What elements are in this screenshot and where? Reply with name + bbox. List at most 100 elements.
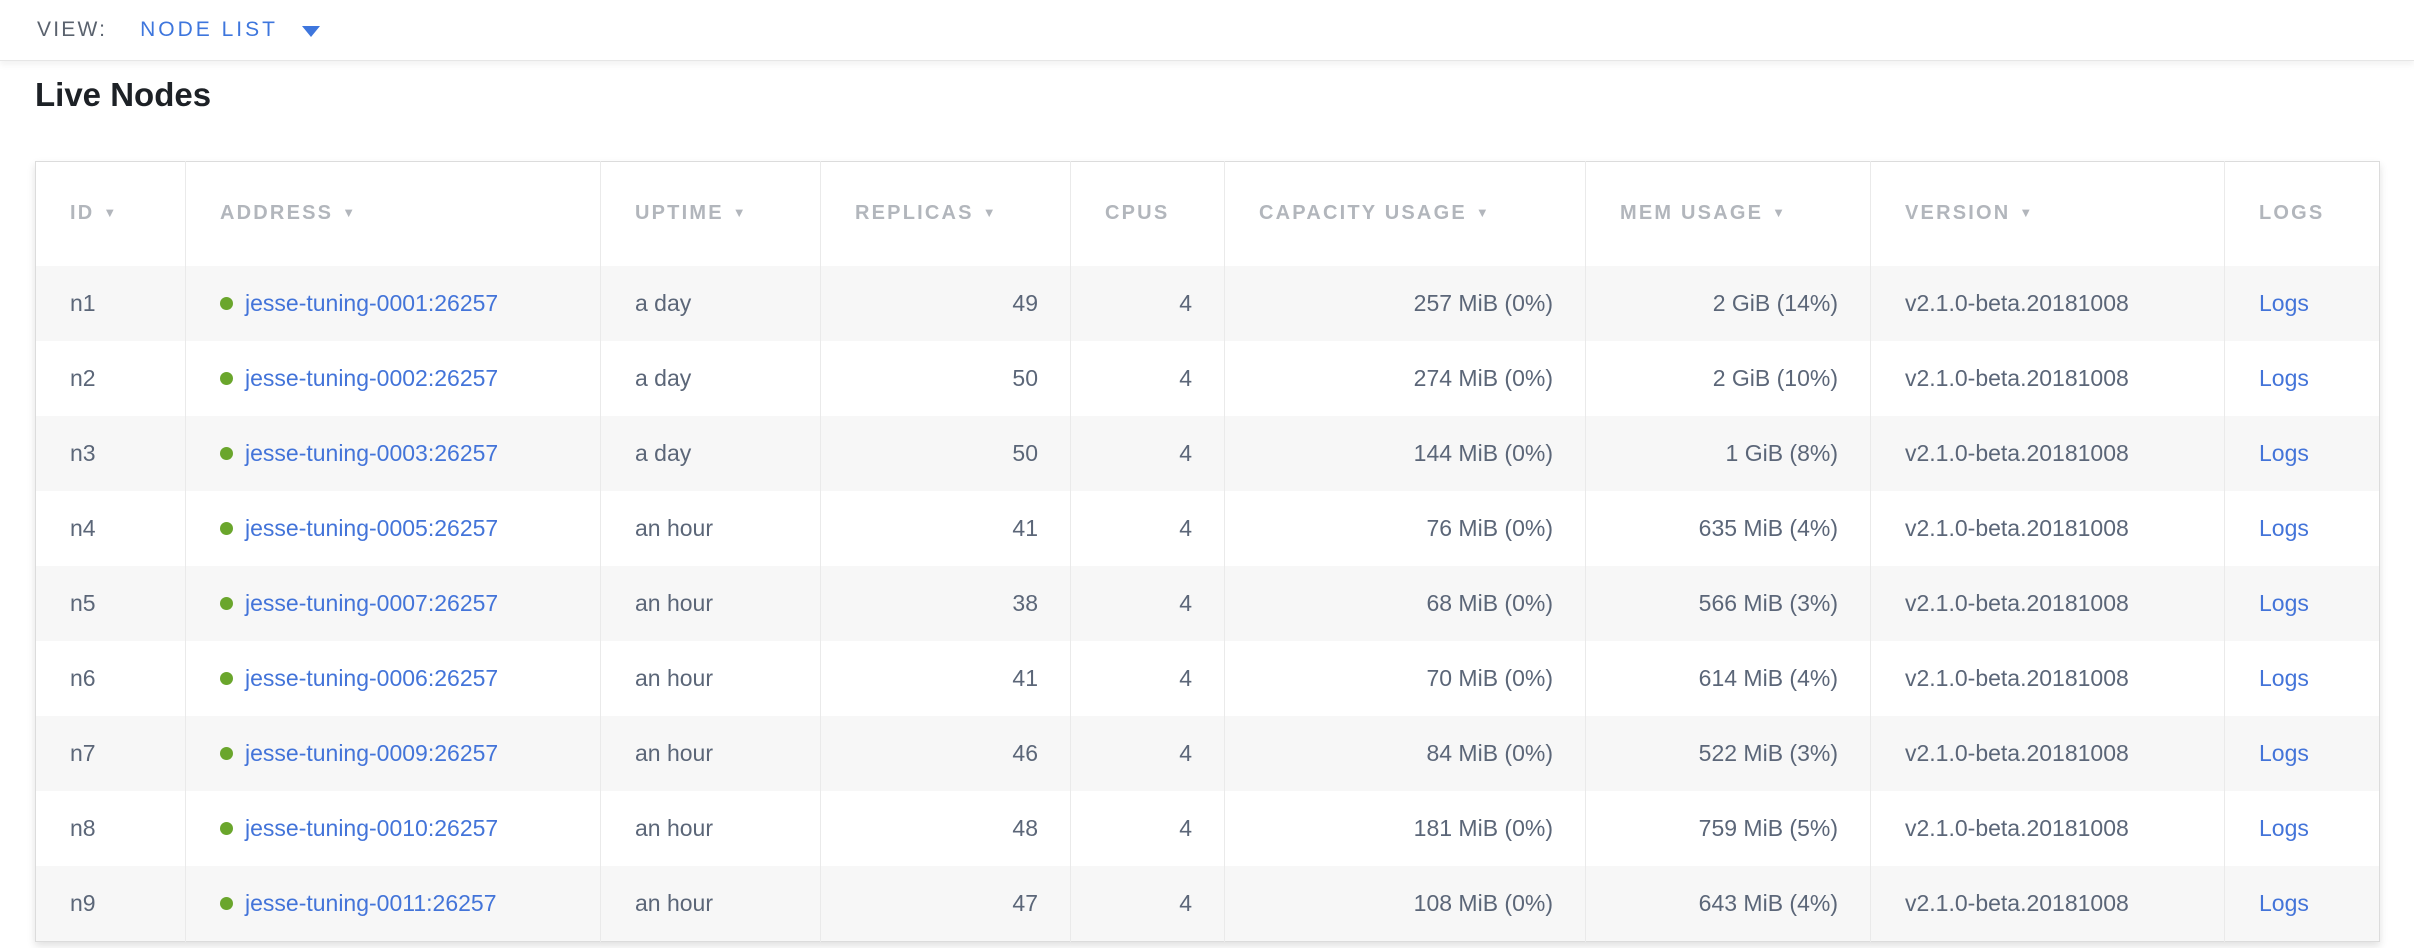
healthy-status-icon <box>220 821 233 835</box>
cell-logs: Logs <box>2225 641 2380 716</box>
cell-replicas: 46 <box>820 715 1071 791</box>
cell-logs: Logs <box>2225 266 2380 341</box>
cell-version: v2.1.0-beta.20181008 <box>1870 490 2225 566</box>
column-header-label: MEM USAGE <box>1620 202 1764 225</box>
column-header-replicas[interactable]: REPLICAS ▼ <box>820 161 1071 266</box>
cell-address: jesse-tuning-0009:26257 <box>185 715 601 791</box>
cell-logs: Logs <box>2225 491 2380 566</box>
logs-link[interactable]: Logs <box>2259 439 2309 466</box>
cell-capacity_usage: 181 MiB (0%) <box>1224 790 1586 866</box>
node-address-link[interactable]: jesse-tuning-0007:26257 <box>245 589 499 616</box>
table-row: n9 jesse-tuning-0011:26257 an hour 47 4 108 M… <box>35 865 2380 941</box>
logs-link[interactable]: Logs <box>2259 589 2309 616</box>
cell-address: jesse-tuning-0001:26257 <box>185 265 601 341</box>
column-header-address[interactable]: ADDRESS ▼ <box>185 161 601 266</box>
cell-address: jesse-tuning-0002:26257 <box>185 340 601 416</box>
healthy-status-icon <box>220 896 233 910</box>
logs-link[interactable]: Logs <box>2259 814 2309 841</box>
sort-desc-icon: ▼ <box>982 205 998 221</box>
table-header: ID ▼ ADDRESS ▼ UPTIME ▼ REPLICAS ▼ CPUS CAPACITY … <box>35 161 2380 266</box>
cell-cpus: 4 <box>1070 640 1225 716</box>
node-address-link[interactable]: jesse-tuning-0006:26257 <box>245 664 499 691</box>
node-address-link[interactable]: jesse-tuning-0001:26257 <box>245 289 499 316</box>
node-address-link[interactable]: jesse-tuning-0010:26257 <box>245 814 499 841</box>
cell-version: v2.1.0-beta.20181008 <box>1870 265 2225 341</box>
cell-version: v2.1.0-beta.20181008 <box>1870 640 2225 716</box>
healthy-status-icon <box>220 671 233 685</box>
cell-replicas: 50 <box>820 340 1071 416</box>
cell-uptime: an hour <box>600 865 821 941</box>
cell-capacity_usage: 144 MiB (0%) <box>1224 415 1586 491</box>
cell-cpus: 4 <box>1070 865 1225 941</box>
node-list-dropdown-value: NODE LIST <box>140 18 278 41</box>
cell-cpus: 4 <box>1070 565 1225 641</box>
logs-link[interactable]: Logs <box>2259 364 2309 391</box>
cell-replicas: 48 <box>820 790 1071 866</box>
cell-address: jesse-tuning-0005:26257 <box>185 490 601 566</box>
cell-id: n9 <box>35 865 186 941</box>
cell-capacity_usage: 274 MiB (0%) <box>1224 340 1586 416</box>
column-header-logs: LOGS <box>2224 161 2380 266</box>
node-address-link[interactable]: jesse-tuning-0003:26257 <box>245 439 499 466</box>
cell-logs: Logs <box>2225 341 2380 416</box>
sort-desc-icon: ▼ <box>342 205 358 221</box>
node-address-link[interactable]: jesse-tuning-0009:26257 <box>245 739 499 766</box>
table-row: n1 jesse-tuning-0001:26257 a day 49 4 257 MiB… <box>35 265 2380 341</box>
sort-desc-icon: ▼ <box>732 205 748 221</box>
column-header-version[interactable]: VERSION ▼ <box>1870 161 2225 266</box>
live-nodes-table-container: ID ▼ ADDRESS ▼ UPTIME ▼ REPLICAS ▼ CPUS CAPACITY … <box>35 161 2414 942</box>
view-label: VIEW: <box>37 18 108 41</box>
sort-desc-icon: ▼ <box>1475 205 1491 221</box>
column-header-label: CAPACITY USAGE <box>1259 202 1467 225</box>
column-header-label: LOGS <box>2259 202 2325 225</box>
table-row: n3 jesse-tuning-0003:26257 a day 50 4 144 MiB… <box>35 415 2380 491</box>
table-row: n6 jesse-tuning-0006:26257 an hour 41 4 70 Mi… <box>35 640 2380 716</box>
logs-link[interactable]: Logs <box>2259 739 2309 766</box>
cell-mem_usage: 1 GiB (8%) <box>1585 415 1871 491</box>
table-row: n8 jesse-tuning-0010:26257 an hour 48 4 181 M… <box>35 790 2380 866</box>
column-header-id[interactable]: ID ▼ <box>35 161 186 266</box>
cell-capacity_usage: 108 MiB (0%) <box>1224 865 1586 941</box>
node-address-link[interactable]: jesse-tuning-0002:26257 <box>245 364 499 391</box>
page-title: Live Nodes <box>35 76 212 113</box>
cell-replicas: 47 <box>820 865 1071 941</box>
column-header-mem_usage[interactable]: MEM USAGE ▼ <box>1585 161 1871 266</box>
sort-desc-icon: ▼ <box>103 205 119 221</box>
cell-id: n8 <box>35 790 186 866</box>
column-header-capacity_usage[interactable]: CAPACITY USAGE ▼ <box>1224 161 1586 266</box>
cell-id: n5 <box>35 565 186 641</box>
column-header-label: ID <box>70 202 95 225</box>
cell-mem_usage: 566 MiB (3%) <box>1585 565 1871 641</box>
cell-id: n4 <box>35 490 186 566</box>
cell-mem_usage: 635 MiB (4%) <box>1585 490 1871 566</box>
node-list-dropdown[interactable]: NODE LIST <box>140 18 320 42</box>
cell-logs: Logs <box>2225 566 2380 641</box>
table-row: n7 jesse-tuning-0009:26257 an hour 46 4 84 Mi… <box>35 715 2380 791</box>
cell-version: v2.1.0-beta.20181008 <box>1870 565 2225 641</box>
cell-id: n2 <box>35 340 186 416</box>
cell-address: jesse-tuning-0003:26257 <box>185 415 601 491</box>
cell-mem_usage: 522 MiB (3%) <box>1585 715 1871 791</box>
cell-replicas: 41 <box>820 640 1071 716</box>
cell-mem_usage: 759 MiB (5%) <box>1585 790 1871 866</box>
cell-cpus: 4 <box>1070 415 1225 491</box>
cell-mem_usage: 2 GiB (14%) <box>1585 265 1871 341</box>
logs-link[interactable]: Logs <box>2259 289 2309 316</box>
healthy-status-icon <box>220 596 233 610</box>
column-header-label: ADDRESS <box>220 202 334 225</box>
cell-id: n7 <box>35 715 186 791</box>
live-nodes-table: ID ▼ ADDRESS ▼ UPTIME ▼ REPLICAS ▼ CPUS CAPACITY … <box>35 161 2380 942</box>
cell-address: jesse-tuning-0007:26257 <box>185 565 601 641</box>
logs-link[interactable]: Logs <box>2259 664 2309 691</box>
cell-capacity_usage: 257 MiB (0%) <box>1224 265 1586 341</box>
healthy-status-icon <box>220 446 233 460</box>
cell-uptime: an hour <box>600 490 821 566</box>
cell-mem_usage: 2 GiB (10%) <box>1585 340 1871 416</box>
logs-link[interactable]: Logs <box>2259 889 2309 916</box>
cell-uptime: a day <box>600 415 821 491</box>
node-address-link[interactable]: jesse-tuning-0005:26257 <box>245 514 499 541</box>
logs-link[interactable]: Logs <box>2259 514 2309 541</box>
column-header-uptime[interactable]: UPTIME ▼ <box>600 161 821 266</box>
cell-replicas: 38 <box>820 565 1071 641</box>
node-address-link[interactable]: jesse-tuning-0011:26257 <box>245 889 497 916</box>
